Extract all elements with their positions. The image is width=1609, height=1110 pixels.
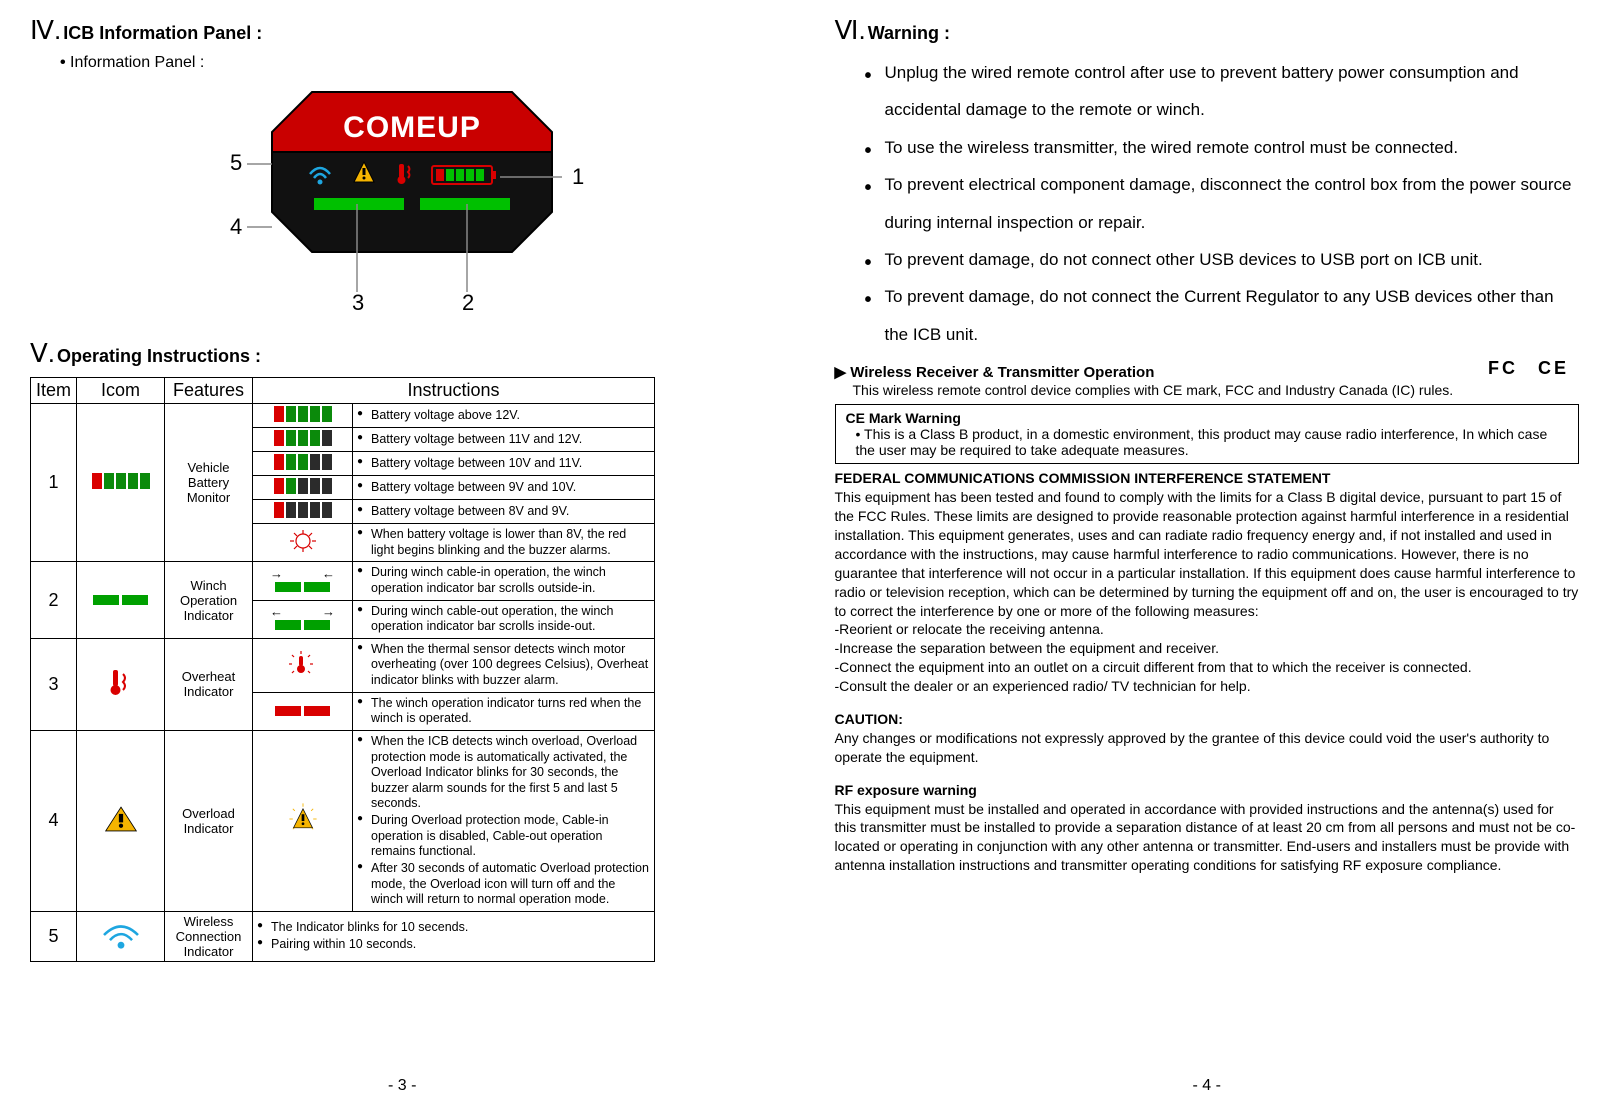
fcc-m1: -Reorient or relocate the receiving ante… xyxy=(835,621,1104,637)
rf-body: This equipment must be installed and ope… xyxy=(835,801,1576,874)
svg-text:4: 4 xyxy=(230,214,242,239)
th-item: Item xyxy=(31,378,77,404)
list-item: To use the wireless transmitter, the wir… xyxy=(865,129,1580,166)
fcc-m3: -Connect the equipment into an outlet on… xyxy=(835,659,1472,675)
wireless-head: Wireless Receiver & Transmitter Operatio… xyxy=(835,363,1580,381)
heading-v: Ⅴ. Operating Instructions : xyxy=(30,338,775,369)
caution-block: CAUTION: Any changes or modifications no… xyxy=(835,710,1580,767)
low-batt-icon xyxy=(253,524,353,562)
svg-text:2: 2 xyxy=(462,290,474,312)
list-item: To prevent damage, do not connect other … xyxy=(865,241,1580,278)
ce-title: CE Mark Warning xyxy=(846,410,1569,426)
caution-title: CAUTION: xyxy=(835,710,1580,729)
brand-text: COMEUP xyxy=(343,111,481,144)
instructions-table: Item Icom Features Instructions 1 Vehicl… xyxy=(30,377,655,962)
page-num-right: - 4 - xyxy=(1193,1077,1221,1095)
item-5: 5 xyxy=(31,911,77,961)
icom-2 xyxy=(77,562,165,639)
list-item: To prevent electrical component damage, … xyxy=(865,166,1580,241)
table-row: 5 Wireless Connection Indicator The Indi… xyxy=(31,911,655,961)
cert-marks: FC CE xyxy=(1488,358,1569,379)
page-left: Ⅳ. ICB Information Panel : Information P… xyxy=(0,0,805,1110)
ce-mark-icon: CE xyxy=(1538,358,1569,378)
th-icom: Icom xyxy=(77,378,165,404)
fcc-m2: -Increase the separation between the equ… xyxy=(835,640,1219,656)
feat-5: Wireless Connection Indicator xyxy=(165,911,253,961)
icom-4 xyxy=(77,730,165,911)
heading-iv: Ⅳ. ICB Information Panel : xyxy=(30,15,775,46)
table-header-row: Item Icom Features Instructions xyxy=(31,378,655,404)
panel-diagram: COMEUP xyxy=(30,82,775,312)
item-4: 4 xyxy=(31,730,77,911)
icom-1 xyxy=(77,404,165,562)
overload-icon xyxy=(91,802,151,836)
title-v: Operating Instructions : xyxy=(57,346,261,367)
table-row: 3 Overheat Indicator When the thermal se… xyxy=(31,638,655,692)
list-item: To prevent damage, do not connect the Cu… xyxy=(865,278,1580,353)
title-iv: ICB Information Panel : xyxy=(63,23,262,44)
svg-text:5: 5 xyxy=(230,150,242,175)
th-instr: Instructions xyxy=(253,378,655,404)
feat-1: Vehicle Battery Monitor xyxy=(165,404,253,562)
overheat-icon xyxy=(91,666,151,700)
wifi-icon xyxy=(91,918,151,952)
panel-svg: COMEUP xyxy=(192,82,612,312)
item-2: 2 xyxy=(31,562,77,639)
caution-body: Any changes or modifications not express… xyxy=(835,730,1550,765)
th-feat: Features xyxy=(165,378,253,404)
fcc-m4: -Consult the dealer or an experienced ra… xyxy=(835,678,1251,694)
fcc-block: FEDERAL COMMUNICATIONS COMMISSION INTERF… xyxy=(835,469,1580,696)
battery-bars-icon xyxy=(92,473,150,489)
item-3: 3 xyxy=(31,638,77,730)
info-panel-bullet: Information Panel : xyxy=(60,54,775,72)
feat-4: Overload Indicator xyxy=(165,730,253,911)
fcc-body: This equipment has been tested and found… xyxy=(835,489,1579,618)
roman-vi: Ⅵ. xyxy=(835,15,866,46)
table-row: 4 Overload Indicator When the ICB detect… xyxy=(31,730,655,911)
roman-iv: Ⅳ. xyxy=(30,15,61,46)
svg-text:1: 1 xyxy=(572,164,584,189)
icom-3 xyxy=(77,638,165,730)
rf-block: RF exposure warning This equipment must … xyxy=(835,781,1580,875)
item-1: 1 xyxy=(31,404,77,562)
roman-v: Ⅴ. xyxy=(30,338,55,369)
svg-text:3: 3 xyxy=(352,290,364,312)
page-right: Ⅵ. Warning : Unplug the wired remote con… xyxy=(805,0,1609,1110)
wireless-sub: This wireless remote control device comp… xyxy=(853,381,1580,399)
page-num-left: - 3 - xyxy=(388,1077,416,1095)
title-vi: Warning : xyxy=(868,23,950,44)
icom-5 xyxy=(77,911,165,961)
feat-3: Overheat Indicator xyxy=(165,638,253,730)
winch-op-icon xyxy=(93,595,148,605)
ce-warning-box: CE Mark Warning This is a Class B produc… xyxy=(835,404,1580,464)
bar-icon xyxy=(253,404,353,428)
rf-title: RF exposure warning xyxy=(835,781,1580,800)
fcc-title: FEDERAL COMMUNICATIONS COMMISSION INTERF… xyxy=(835,469,1580,488)
feat-2: Winch Operation Indicator xyxy=(165,562,253,639)
ce-line: This is a Class B product, in a domestic… xyxy=(856,426,1569,458)
fcc-mark-icon: FC xyxy=(1488,358,1518,378)
list-item: Unplug the wired remote control after us… xyxy=(865,54,1580,129)
heading-vi: Ⅵ. Warning : xyxy=(835,15,1580,46)
table-row: 1 Vehicle Battery Monitor Battery voltag… xyxy=(31,404,655,428)
instr-text: Battery voltage above 12V. xyxy=(353,404,655,428)
warning-list: Unplug the wired remote control after us… xyxy=(865,54,1580,353)
table-row: 2 Winch Operation Indicator → ← During w… xyxy=(31,562,655,600)
